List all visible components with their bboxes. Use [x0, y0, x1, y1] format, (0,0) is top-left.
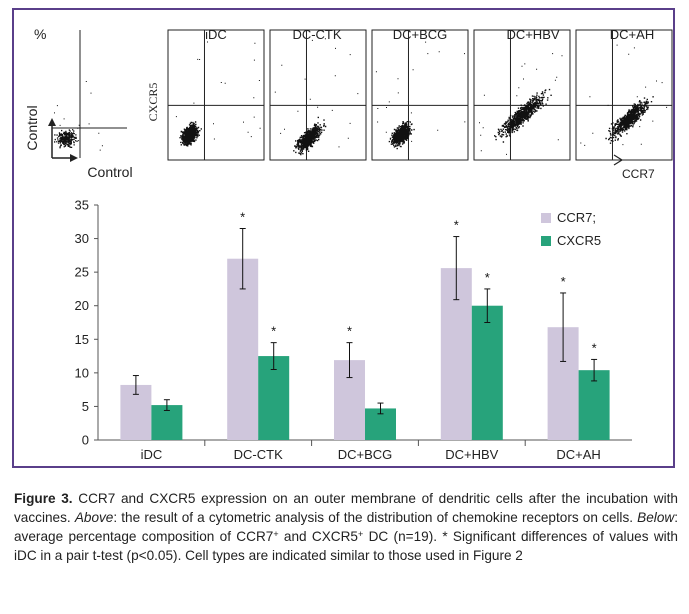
caption-figure-label: Figure 3. — [14, 491, 73, 506]
y-tick-label: 5 — [82, 399, 89, 414]
panel-title-dc-hbv: DC+HBV — [506, 27, 559, 42]
panel-title-dc-ctk: DC-CTK — [292, 27, 341, 42]
panel-titles: iDC DC-CTK DC+BCG DC+HBV DC+AH — [205, 27, 654, 42]
ccr7-arrow-icon — [613, 154, 624, 166]
control-scatter-panel — [48, 30, 127, 162]
scatter-panel-dc-ctk — [269, 29, 367, 161]
significance-star: * — [240, 210, 245, 225]
caption-below-label: Below — [637, 510, 675, 525]
scatter-panel-idc — [167, 29, 265, 161]
significance-star: * — [347, 324, 352, 339]
figure-caption: Figure 3. CCR7 and CXCR5 expression on a… — [14, 489, 678, 565]
bar-cxcr5-3 — [471, 305, 503, 440]
legend-label-ccr7: CCR7; — [557, 210, 596, 225]
caption-text-2: : the result of a cytometric analysis of… — [113, 510, 638, 525]
bar-chart: 0 5 10 15 20 25 30 35 iDC DC-CTK * * DC+BCG * DC+HBV * *… — [75, 198, 632, 462]
percent-label: % — [34, 26, 46, 42]
bar-cxcr5-1 — [258, 356, 290, 440]
y-tick-label: 15 — [75, 332, 89, 347]
caption-above-label: Above — [74, 510, 114, 525]
scatter-panel-dc-ah — [575, 29, 673, 161]
legend-swatch-cxcr5 — [541, 236, 551, 246]
caption-sup-1: + — [273, 529, 279, 539]
scatter-panel-dc-bcg — [371, 29, 469, 161]
x-category-label: DC-CTK — [234, 447, 283, 462]
y-tick-label: 35 — [75, 198, 89, 213]
panel-title-idc: iDC — [205, 27, 227, 42]
control-y-axis-label: Control — [24, 105, 40, 150]
figure-graphic: % Control Control CXCR5 CCR7 iDC DC-CTK … — [24, 26, 673, 462]
panel-title-dc-bcg: DC+BCG — [393, 27, 448, 42]
significance-star: * — [485, 270, 490, 285]
figure-frame: % Control Control CXCR5 CCR7 iDC DC-CTK … — [12, 8, 675, 468]
significance-star: * — [271, 324, 276, 339]
caption-text-1: CCR7 and CXCR5 expression on an outer me… — [14, 491, 678, 525]
significance-star: * — [592, 340, 597, 355]
control-x-axis-label: Control — [87, 164, 132, 180]
x-category-label: iDC — [141, 447, 163, 462]
x-category-label: DC+HBV — [445, 447, 498, 462]
caption-text-3: : average percentage composition of CCR7 — [14, 510, 678, 544]
y-tick-label: 20 — [75, 298, 89, 313]
panel-title-dc-ah: DC+AH — [610, 27, 654, 42]
caption-text-5: DC (n=19). * Significant differences of … — [14, 529, 678, 563]
significance-star: * — [454, 218, 459, 233]
caption-text-4: and CXCR5 — [278, 529, 358, 544]
legend-swatch-ccr7 — [541, 213, 551, 223]
x-category-label: DC+BCG — [338, 447, 393, 462]
cxcr5-axis-label: CXCR5 — [146, 83, 160, 122]
y-tick-label: 10 — [75, 365, 89, 380]
caption-sup-2: + — [358, 529, 364, 539]
y-tick-label: 25 — [75, 265, 89, 280]
ccr7-axis-label: CCR7 — [622, 167, 655, 181]
legend-label-cxcr5: CXCR5 — [557, 233, 601, 248]
scatter-panel-dc-hbv — [473, 29, 571, 161]
flow-cytometry-panels: % Control Control CXCR5 CCR7 iDC DC-CTK … — [24, 26, 673, 181]
y-tick-label: 0 — [82, 433, 89, 448]
y-tick-label: 30 — [75, 231, 89, 246]
x-category-label: DC+AH — [556, 447, 600, 462]
significance-star: * — [561, 274, 566, 289]
bar-cxcr5-4 — [578, 370, 610, 440]
